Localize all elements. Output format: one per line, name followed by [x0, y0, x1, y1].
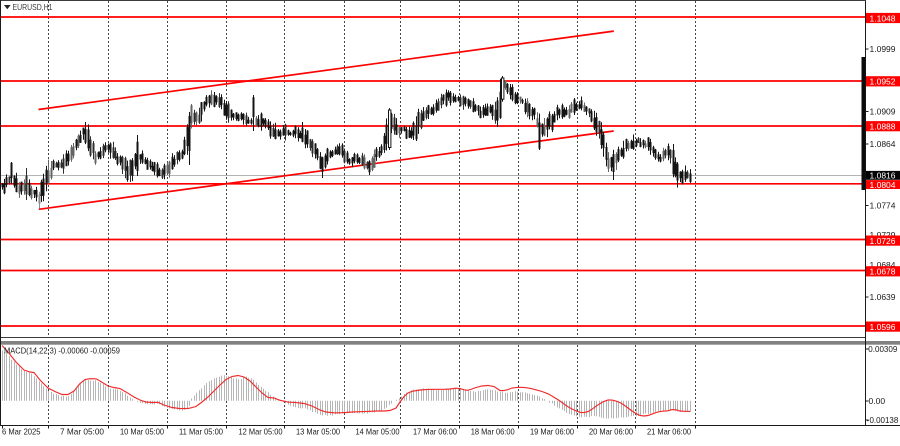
svg-text:1.0952: 1.0952 [870, 77, 896, 87]
svg-text:17 Mar 06:00: 17 Mar 06:00 [413, 427, 457, 437]
svg-text:1.0596: 1.0596 [870, 322, 896, 332]
svg-text:6 Mar 2025: 6 Mar 2025 [2, 427, 41, 437]
svg-text:1.0639: 1.0639 [870, 292, 896, 302]
svg-text:1.0774: 1.0774 [870, 201, 896, 211]
svg-text:21 Mar 06:00: 21 Mar 06:00 [647, 427, 691, 437]
svg-text:12 Mar 05:00: 12 Mar 05:00 [239, 427, 283, 437]
svg-text:13 Mar 05:00: 13 Mar 05:00 [296, 427, 340, 437]
svg-text:1.0726: 1.0726 [870, 236, 896, 246]
svg-text:MACD(14,22,3) -0.00060 -0.0005: MACD(14,22,3) -0.00060 -0.00059 [4, 346, 120, 356]
svg-text:0.00: 0.00 [869, 396, 886, 406]
svg-text:-0.00138: -0.00138 [867, 415, 899, 425]
svg-text:10 Mar 05:00: 10 Mar 05:00 [120, 427, 164, 437]
svg-text:1.0678: 1.0678 [870, 267, 896, 277]
svg-text:1.0999: 1.0999 [870, 44, 896, 54]
svg-text:1.0684: 1.0684 [870, 260, 896, 270]
svg-text:EURUSD,H1: EURUSD,H1 [13, 2, 53, 12]
svg-text:1.0729: 1.0729 [870, 230, 896, 240]
svg-text:11 Mar 05:00: 11 Mar 05:00 [179, 427, 223, 437]
svg-text:18 Mar 06:00: 18 Mar 06:00 [471, 427, 515, 437]
svg-text:0.00309: 0.00309 [868, 344, 897, 354]
svg-text:14 Mar 05:00: 14 Mar 05:00 [356, 427, 400, 437]
svg-text:1.1048: 1.1048 [870, 13, 896, 23]
svg-text:1.0888: 1.0888 [870, 122, 896, 132]
svg-text:1.0816: 1.0816 [870, 171, 896, 181]
svg-text:19 Mar 06:00: 19 Mar 06:00 [530, 427, 574, 437]
svg-text:1.0909: 1.0909 [870, 107, 896, 117]
svg-text:20 Mar 06:00: 20 Mar 06:00 [589, 427, 633, 437]
svg-text:1.0804: 1.0804 [870, 180, 896, 190]
svg-text:1.0864: 1.0864 [870, 139, 896, 149]
svg-text:7 Mar 05:00: 7 Mar 05:00 [60, 427, 104, 437]
